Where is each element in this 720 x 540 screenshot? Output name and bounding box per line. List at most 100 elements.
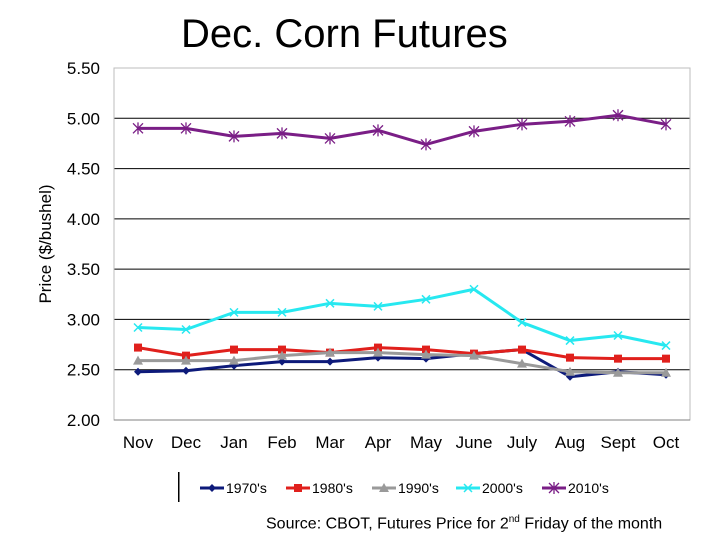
data-point [661, 341, 671, 351]
legend: 1970's 1980's 1990's 2000's 2010's [178, 472, 609, 502]
data-point [614, 354, 622, 363]
data-point [373, 347, 383, 357]
data-point [182, 366, 190, 375]
marker-shape [278, 345, 286, 354]
marker-shape [180, 122, 192, 135]
data-point [421, 349, 431, 359]
x-tick-label: Feb [267, 433, 296, 452]
data-point [229, 307, 239, 317]
marker-shape [132, 122, 144, 135]
source-note: Source: CBOT, Futures Price for 2nd Frid… [266, 514, 662, 533]
data-point [468, 125, 480, 138]
y-tick-label: 5.50 [67, 59, 100, 78]
data-point [613, 367, 623, 377]
marker-shape [422, 345, 430, 354]
marker-shape [228, 130, 240, 143]
legend-item: 1980's [286, 480, 353, 496]
series-4 [133, 284, 671, 351]
marker-shape [276, 127, 288, 140]
legend-item: 1970's [200, 480, 267, 496]
marker-shape [181, 355, 191, 365]
source-note-prefix: Source: CBOT, Futures Price for 2 [266, 515, 509, 533]
marker-shape [324, 132, 336, 145]
marker-shape [208, 484, 216, 492]
x-tick-label: Aug [555, 433, 585, 452]
y-tick-label: 2.50 [67, 361, 100, 380]
marker-shape [294, 484, 302, 492]
data-point [180, 122, 192, 135]
x-tick-label: June [456, 433, 493, 452]
marker-shape [612, 109, 624, 122]
legend-label: 2000's [482, 480, 523, 496]
y-tick-label: 4.00 [67, 210, 100, 229]
marker-shape [182, 351, 190, 360]
series-2 [134, 343, 670, 363]
y-axis-title: Price ($/bushel) [36, 184, 55, 303]
marker-shape [181, 324, 191, 335]
data-point [516, 118, 528, 131]
marker-shape [277, 350, 287, 360]
plot-frame [113, 67, 691, 421]
data-point [228, 130, 240, 143]
marker-shape [133, 322, 143, 333]
x-tick-label: Jan [220, 433, 247, 452]
source-note-superscript: nd [508, 514, 520, 525]
marker-shape [278, 357, 286, 366]
marker-shape [373, 301, 383, 311]
x-tick-label: Oct [653, 433, 680, 452]
marker-shape [661, 341, 671, 351]
marker-shape [277, 307, 287, 317]
legend-divider [178, 472, 180, 502]
series-line [137, 348, 667, 379]
data-point [278, 357, 286, 366]
marker-shape [134, 343, 142, 352]
data-point [518, 345, 526, 354]
data-point [564, 115, 576, 128]
marker-shape [614, 354, 622, 363]
marker-shape [548, 482, 560, 494]
marker-shape [516, 118, 528, 131]
marker-shape [133, 355, 143, 365]
x-tick-label: Sept [601, 433, 636, 452]
x-tick-label: Dec [171, 433, 202, 452]
marker-shape [373, 347, 383, 357]
marker-shape [463, 483, 473, 493]
marker-shape [374, 343, 382, 352]
marker-shape [421, 349, 431, 359]
data-point [612, 109, 624, 122]
marker-shape [661, 367, 671, 377]
marker-shape [565, 366, 575, 376]
legend-marker [463, 483, 473, 493]
data-point [278, 345, 286, 354]
marker-shape [517, 317, 527, 327]
data-point [469, 350, 479, 360]
data-point [661, 367, 671, 377]
x-tick-label: May [410, 433, 443, 452]
marker-shape [564, 115, 576, 128]
marker-shape [325, 347, 335, 357]
legend-marker [379, 483, 389, 492]
axes: 2.00 2.50 3.00 3.50 4.00 4.50 5.00 5.50 Nov Dec Ja… [36, 59, 691, 452]
y-tick-label: 2.00 [67, 411, 100, 430]
data-point [181, 324, 191, 335]
data-point [277, 307, 287, 317]
marker-shape [134, 367, 142, 376]
marker-shape [372, 124, 384, 137]
data-point [276, 127, 288, 140]
data-point [517, 358, 527, 368]
data-point [134, 367, 142, 376]
series-layer [132, 109, 672, 381]
marker-shape [565, 336, 575, 346]
marker-shape [421, 294, 431, 304]
marker-shape [325, 298, 335, 308]
y-tick-label: 5.00 [67, 109, 100, 128]
data-point [324, 132, 336, 145]
legend-label: 2010's [568, 480, 609, 496]
marker-shape [229, 355, 239, 365]
legend-item: 1990's [372, 480, 439, 496]
data-point [373, 301, 383, 311]
series-line [137, 346, 666, 361]
marker-shape [613, 367, 623, 377]
data-point [662, 354, 670, 363]
